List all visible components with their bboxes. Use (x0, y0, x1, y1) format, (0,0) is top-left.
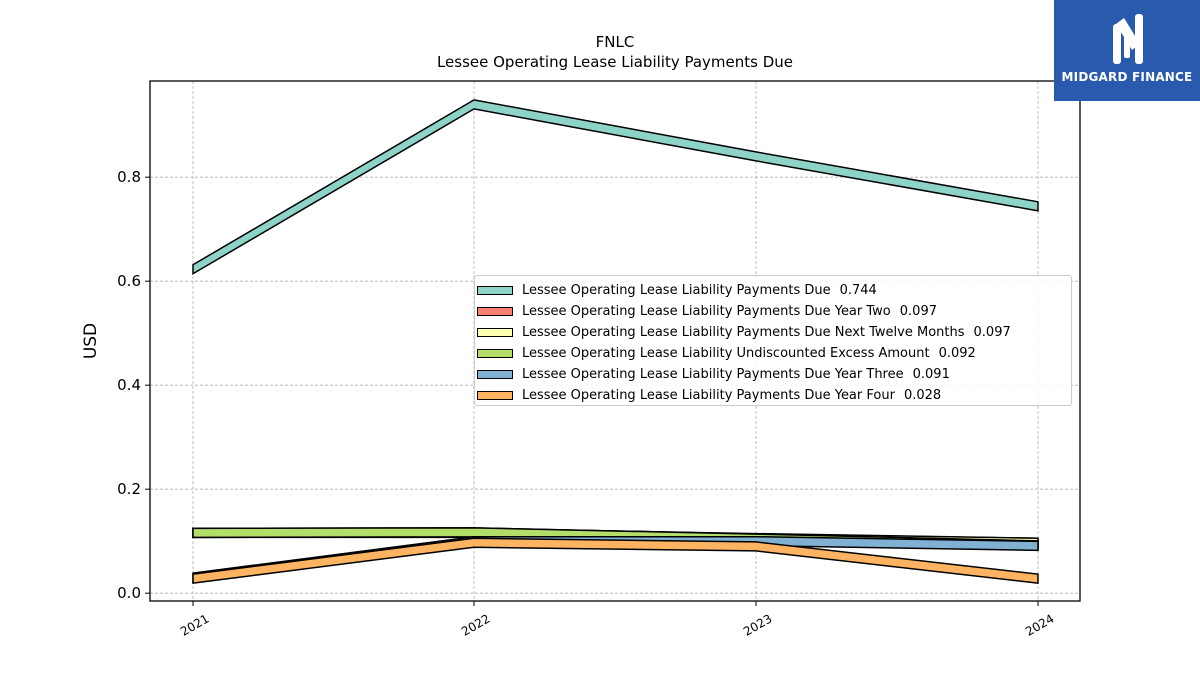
y-axis: 0.0 0.2 0.4 0.6 0.8 (117, 168, 150, 602)
legend-item: Lessee Operating Lease Liability Undisco… (475, 343, 1071, 364)
y-tick-label: 0.8 (117, 168, 141, 186)
legend-item: Lessee Operating Lease Liability Payment… (475, 301, 1071, 322)
brand-logo: MIDGARD FINANCE (1054, 0, 1200, 101)
legend-series-name: Lessee Operating Lease Liability Undisco… (522, 346, 930, 361)
series-layer (192, 99, 1039, 584)
logo-mark-icon (1113, 14, 1143, 64)
legend-label: Lessee Operating Lease Liability Payment… (522, 280, 877, 301)
legend-series-name: Lessee Operating Lease Liability Payment… (522, 388, 895, 403)
legend-series-name: Lessee Operating Lease Liability Payment… (522, 283, 831, 298)
x-tick-label: 2023 (741, 611, 774, 638)
legend-item: Lessee Operating Lease Liability Payment… (475, 385, 1071, 406)
y-tick-label: 0.2 (117, 480, 141, 498)
plot-frame (149, 80, 1081, 602)
legend-label: Lessee Operating Lease Liability Payment… (522, 322, 1011, 343)
series-band-6 (192, 537, 1039, 584)
legend-series-name: Lessee Operating Lease Liability Payment… (522, 325, 965, 340)
legend-series-value: 0.092 (938, 346, 976, 361)
legend-label: Lessee Operating Lease Liability Payment… (522, 364, 950, 385)
x-tick-label: 2024 (1023, 611, 1056, 638)
x-tick-label: 2021 (178, 611, 211, 638)
y-tick-label: 0.4 (117, 376, 141, 394)
legend-label: Lessee Operating Lease Liability Payment… (522, 301, 937, 322)
logo-text: MIDGARD FINANCE (1061, 70, 1193, 84)
legend-series-value: 0.097 (899, 304, 937, 319)
legend-series-value: 0.028 (903, 388, 942, 403)
legend-item: Lessee Operating Lease Liability Payment… (475, 280, 1071, 301)
legend-swatch (477, 286, 513, 295)
chart-title: FNLC (596, 33, 635, 51)
legend-series-value: 0.091 (912, 367, 950, 382)
x-axis: 2021 2022 2023 2024 (178, 601, 1057, 639)
legend-swatch (477, 349, 513, 358)
x-tick-label: 2022 (459, 611, 492, 638)
legend-swatch (477, 370, 513, 379)
chart-subtitle: Lessee Operating Lease Liability Payment… (437, 53, 793, 71)
legend-swatch (477, 391, 513, 400)
legend-series-value: 0.097 (973, 325, 1011, 340)
legend-label: Lessee Operating Lease Liability Payment… (522, 385, 941, 406)
legend-swatch (477, 328, 513, 337)
y-tick-label: 0.6 (117, 272, 141, 290)
legend-item: Lessee Operating Lease Liability Payment… (475, 364, 1071, 385)
series-band-1 (192, 99, 1039, 276)
legend-series-name: Lessee Operating Lease Liability Payment… (522, 304, 891, 319)
legend-series-value: 0.744 (839, 283, 877, 298)
legend-label: Lessee Operating Lease Liability Undisco… (522, 343, 976, 364)
chart-legend: Lessee Operating Lease Liability Payment… (474, 275, 1072, 406)
y-tick-label: 0.0 (117, 584, 141, 602)
legend-item: Lessee Operating Lease Liability Payment… (475, 322, 1071, 343)
legend-series-name: Lessee Operating Lease Liability Payment… (522, 367, 904, 382)
y-axis-label: USD (81, 323, 101, 359)
legend-swatch (477, 307, 513, 316)
